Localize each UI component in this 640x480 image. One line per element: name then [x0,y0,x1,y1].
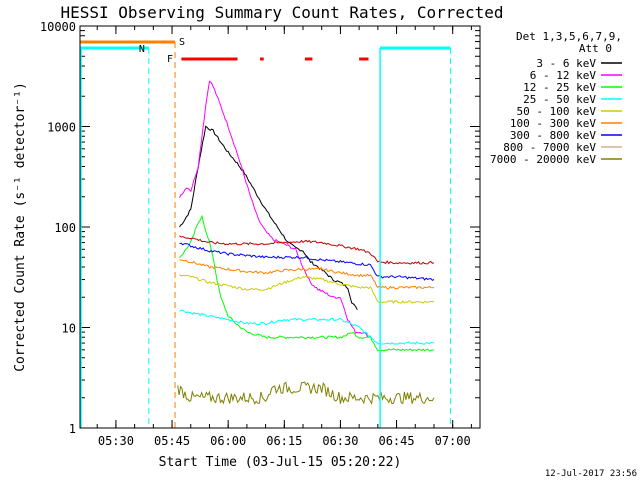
flare-label: F [167,54,173,65]
x-tick-label: 07:00 [435,434,471,448]
legend-entry-label: 800 - 7000 keV [503,141,596,154]
series-line-1 [179,80,371,338]
series-line-2 [179,214,435,352]
legend-title: Det 1,3,5,6,7,9, Att 0 [516,30,622,55]
y-tick-label: 1 [69,422,76,436]
series-layer [177,80,435,406]
series-line-6 [179,242,435,281]
legend-entry-label: 6 - 12 keV [530,69,597,82]
legend-entry-label: 12 - 25 keV [523,81,596,94]
status-bars: N SF [80,37,451,428]
series-line-4 [179,274,435,304]
x-tick-label: 05:30 [98,434,134,448]
x-tick-label: 06:30 [322,434,358,448]
x-axis-label: Start Time (03-Jul-15 05:20:22) [159,455,402,470]
footer-date: 12-Jul-2017 23:56 [545,469,637,479]
legend-entry-label: 25 - 50 keV [523,93,596,106]
night-label: N [139,44,145,55]
axis-ticks: 05:30 05:45 06:00 06:15 06:30 06:45 07:00 1 10 10… [40,20,480,448]
legend-title-line: Att 0 [579,42,612,55]
y-tick-label: 1000 [47,121,76,135]
y-axis-label: Corrected Count Rate (s⁻¹ detector⁻¹) [13,82,28,372]
legend-entry-label: 7000 - 20000 keV [490,153,596,166]
series-line-8 [177,381,435,406]
series-line-3 [179,309,435,345]
saa-label: S [179,37,185,48]
y-tick-label: 10000 [40,20,76,34]
y-tick-label: 10 [62,322,76,336]
series-line-9 [179,235,435,265]
plot-frame [79,25,481,429]
x-tick-label: 06:15 [266,434,302,448]
series-line-5 [179,259,435,290]
legend-title-line: Det 1,3,5,6,7,9, [516,30,622,43]
y-tick-label: 100 [54,221,76,235]
x-tick-label: 06:45 [378,434,414,448]
legend-entry-label: 50 - 100 keV [517,105,597,118]
x-tick-label: 06:00 [210,434,246,448]
legend-entry-label: 100 - 300 keV [510,117,596,130]
legend-entry-label: 300 - 800 keV [510,129,596,142]
legend-entry-label: 3 - 6 keV [536,57,596,70]
series-line-0 [179,125,358,311]
x-tick-label: 05:45 [154,434,190,448]
chart-title: HESSI Observing Summary Count Rates, Cor… [60,3,503,22]
